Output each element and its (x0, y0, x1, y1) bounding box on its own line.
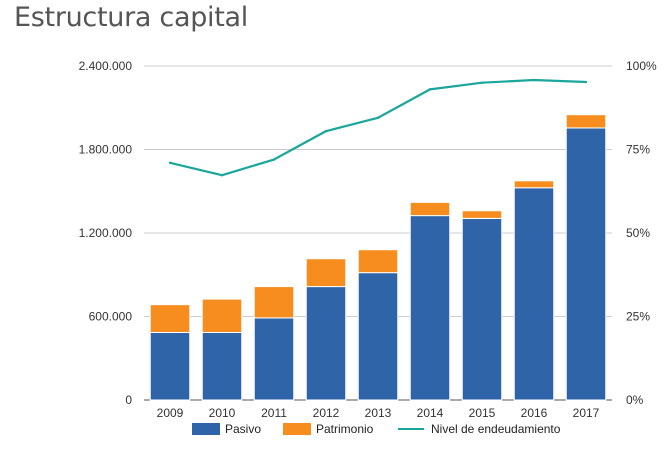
bar-pasivo-2012[interactable] (305, 286, 347, 401)
legend-label: Pasivo (225, 422, 261, 436)
bar-patrimonio-2011[interactable] (253, 286, 295, 319)
bar-patrimonio-2017[interactable] (565, 114, 607, 129)
bar-pasivo-2011[interactable] (253, 317, 295, 401)
x-tick-label: 2009 (157, 406, 184, 420)
y-right-tick-label: 100% (626, 59, 657, 73)
legend-label: Patrimonio (316, 422, 374, 436)
y-right-tick-label: 75% (626, 143, 650, 157)
bar-patrimonio-2015[interactable] (461, 210, 503, 219)
y-left-tick-label: 2.400.000 (79, 59, 133, 73)
bar-series (149, 114, 607, 401)
legend: Pasivo Patrimonio Nivel de endeudamiento (192, 422, 561, 436)
bar-patrimonio-2013[interactable] (357, 249, 399, 274)
y-right-tick-label: 50% (626, 226, 650, 240)
bar-pasivo-2016[interactable] (513, 187, 555, 401)
line-point-2015 (480, 81, 484, 84)
line-point-2016 (532, 78, 536, 82)
line-point-2010 (220, 174, 224, 177)
line-series (168, 78, 588, 177)
y-left-tick-label: 1.800.000 (79, 143, 133, 157)
x-tick-label: 2015 (469, 406, 496, 420)
line-point-2014 (428, 88, 432, 91)
x-tick-label: 2014 (417, 406, 444, 420)
bar-patrimonio-2010[interactable] (201, 298, 243, 334)
y-left-tick-label: 1.200.000 (79, 226, 133, 240)
bar-patrimonio-2012[interactable] (305, 258, 347, 288)
chart-title: Estructura capital (14, 2, 248, 33)
x-tick-label: 2016 (521, 406, 548, 420)
x-tick-label: 2013 (365, 406, 392, 420)
y-axis-right: 0% 25% 50% 75% 100% (626, 59, 657, 407)
x-tick-label: 2011 (261, 406, 287, 420)
bar-pasivo-2010[interactable] (201, 332, 243, 401)
line-point-2009 (168, 161, 172, 165)
x-tick-label: 2012 (313, 406, 340, 420)
x-axis: 2009 2010 2011 2012 2013 2014 2015 2016 2017 (157, 406, 600, 420)
bar-pasivo-2009[interactable] (149, 332, 191, 401)
line-point-2012 (324, 129, 328, 133)
line-point-2017 (584, 80, 588, 84)
legend-label: Nivel de endeudamiento (431, 422, 561, 436)
x-tick-label: 2010 (209, 406, 236, 420)
bar-pasivo-2015[interactable] (461, 217, 503, 401)
bar-patrimonio-2014[interactable] (409, 201, 451, 217)
line-point-2013 (376, 116, 380, 119)
bar-patrimonio-2016[interactable] (513, 180, 555, 189)
x-tick-label: 2017 (573, 406, 600, 420)
bar-pasivo-2013[interactable] (357, 272, 399, 401)
y-right-tick-label: 25% (626, 310, 650, 324)
y-axis-left: 0 600.000 1.200.000 1.800.000 2.400.000 (79, 59, 133, 407)
bar-pasivo-2017[interactable] (565, 127, 607, 401)
legend-swatch-pasivo (192, 423, 220, 435)
y-right-tick-label: 0% (626, 393, 644, 407)
legend-swatch-patrimonio (283, 423, 311, 435)
y-left-tick-label: 0 (125, 393, 132, 407)
bar-patrimonio-2009[interactable] (149, 304, 191, 334)
bar-pasivo-2014[interactable] (409, 215, 451, 401)
line-point-2011 (272, 158, 276, 161)
line-nivel-de-endeudamiento[interactable] (169, 78, 587, 177)
y-left-tick-label: 600.000 (89, 310, 133, 324)
